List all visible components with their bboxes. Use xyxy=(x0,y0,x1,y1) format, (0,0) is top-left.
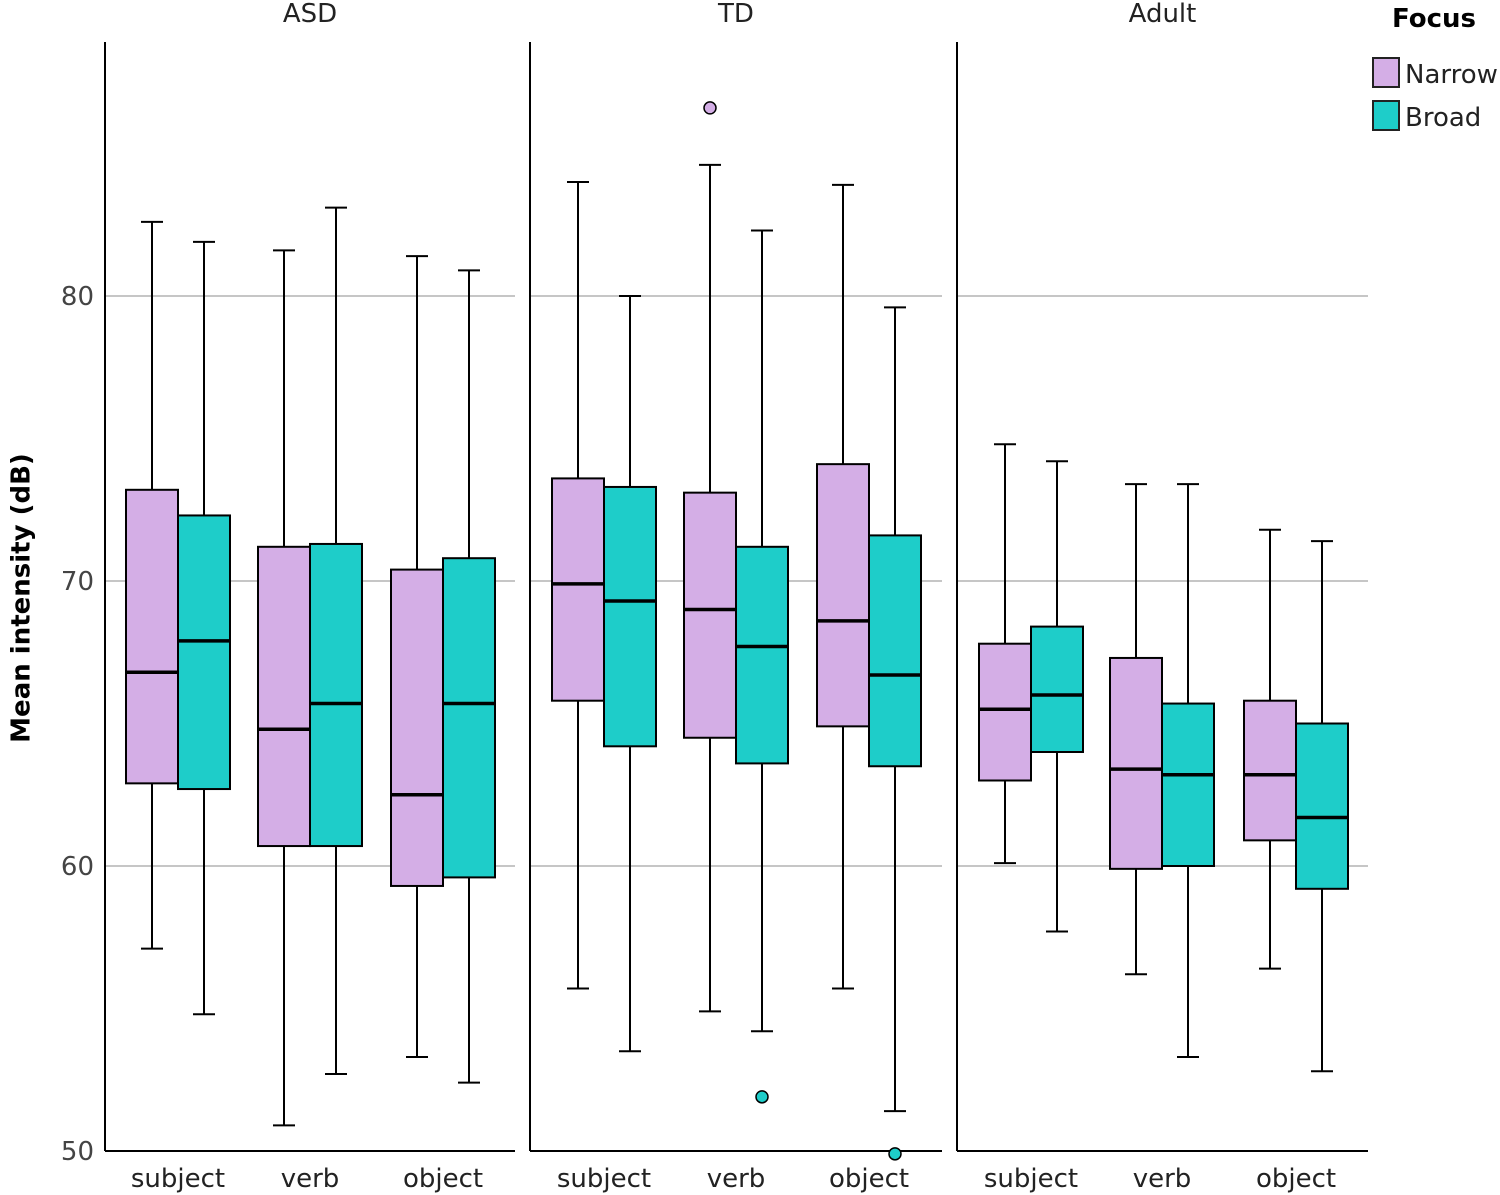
panel-title-td: TD xyxy=(717,0,754,29)
outlier-td-verb-narrow-0 xyxy=(703,101,717,115)
legend: Focus Narrow Broad xyxy=(1372,4,1498,133)
x-tick-label-adult-subject: subject xyxy=(984,1164,1078,1194)
iqr-box-asd-subject-broad xyxy=(177,514,231,791)
iqr-box-asd-object-narrow xyxy=(390,568,444,887)
box-asd-object-narrow xyxy=(390,255,444,1058)
box-asd-subject-broad xyxy=(177,240,231,1016)
y-tick-label-80: 80 xyxy=(61,282,94,312)
box-td-subject-narrow xyxy=(551,181,605,990)
box-td-verb-broad xyxy=(735,229,789,1104)
y-tick-label-60: 60 xyxy=(61,852,94,882)
y-tick-label-70: 70 xyxy=(61,567,94,597)
box-td-object-narrow xyxy=(816,183,870,990)
box-adult-object-broad xyxy=(1295,540,1349,1073)
box-asd-verb-broad xyxy=(309,206,363,1076)
panel-title-adult: Adult xyxy=(1129,0,1197,29)
iqr-box-td-subject-narrow xyxy=(551,477,605,702)
iqr-box-adult-object-narrow xyxy=(1243,699,1297,842)
iqr-box-td-verb-broad xyxy=(735,545,789,765)
box-asd-subject-narrow xyxy=(125,220,179,950)
x-tick-label-td-object: object xyxy=(829,1164,909,1194)
iqr-box-td-object-broad xyxy=(868,534,922,768)
iqr-box-adult-subject-broad xyxy=(1030,625,1084,753)
x-tick-label-td-subject: subject xyxy=(557,1164,651,1194)
iqr-box-asd-verb-narrow xyxy=(257,545,311,848)
legend-swatch-broad xyxy=(1372,100,1400,131)
iqr-box-asd-object-broad xyxy=(442,557,496,879)
box-td-object-broad xyxy=(868,306,922,1161)
panel-asd: ASD 50 60 70 80 subject verb object xyxy=(61,0,515,1194)
box-adult-object-narrow xyxy=(1243,528,1297,970)
outlier-td-verb-broad-0 xyxy=(755,1090,769,1104)
box-asd-verb-narrow xyxy=(257,249,311,1127)
x-tick-label-adult-object: object xyxy=(1256,1164,1336,1194)
iqr-box-adult-subject-narrow xyxy=(978,642,1032,782)
box-adult-subject-broad xyxy=(1030,460,1084,933)
x-tick-label-asd-object: object xyxy=(403,1164,483,1194)
legend-label-broad: Broad xyxy=(1405,103,1481,133)
legend-label-narrow: Narrow xyxy=(1405,60,1498,90)
legend-title: Focus xyxy=(1392,4,1476,34)
outlier-td-object-broad-0 xyxy=(888,1147,902,1161)
iqr-box-asd-verb-broad xyxy=(309,542,363,848)
box-adult-verb-narrow xyxy=(1109,483,1163,976)
iqr-box-td-object-narrow xyxy=(816,463,870,728)
x-tick-label-asd-verb: verb xyxy=(281,1164,340,1194)
box-adult-subject-narrow xyxy=(978,443,1032,865)
iqr-box-td-verb-narrow xyxy=(683,491,737,739)
panel-td: TD subject verb object xyxy=(529,0,942,1194)
y-axis-label: Mean intensity (dB) xyxy=(7,453,37,743)
panels: ASD 50 60 70 80 subject verb object TD subject ver… xyxy=(61,0,1368,1194)
x-tick-label-asd-subject: subject xyxy=(131,1164,225,1194)
panel-title-asd: ASD xyxy=(283,0,337,29)
x-tick-label-td-verb: verb xyxy=(707,1164,766,1194)
iqr-box-adult-verb-narrow xyxy=(1109,656,1163,870)
iqr-box-td-subject-broad xyxy=(603,485,657,748)
legend-swatch-narrow xyxy=(1372,57,1400,88)
iqr-box-asd-subject-narrow xyxy=(125,488,179,785)
box-asd-object-broad xyxy=(442,269,496,1084)
y-tick-label-50: 50 xyxy=(61,1137,94,1167)
box-td-subject-broad xyxy=(603,295,657,1053)
iqr-box-adult-verb-broad xyxy=(1161,702,1215,867)
iqr-box-adult-object-broad xyxy=(1295,722,1349,890)
panel-adult: Adult subject verb object xyxy=(956,0,1368,1194)
x-tick-label-adult-verb: verb xyxy=(1133,1164,1192,1194)
box-adult-verb-broad xyxy=(1161,483,1215,1058)
box-td-verb-narrow xyxy=(683,101,737,1013)
